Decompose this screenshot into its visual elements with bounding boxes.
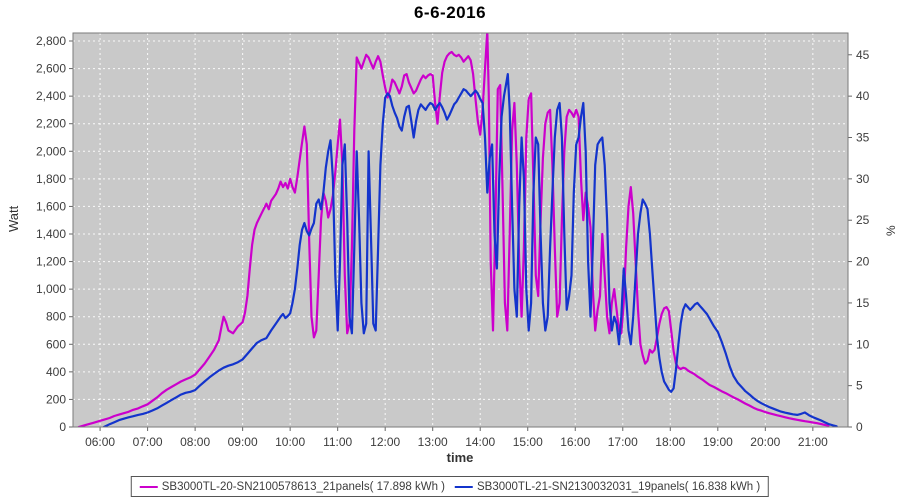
- chart-title: 6-6-2016: [413, 3, 487, 22]
- legend: SB3000TL-20-SN2100578613_21panels( 17.89…: [130, 476, 770, 497]
- y-left-tick-label: 1,200: [36, 255, 66, 269]
- y-right-tick-label: 5: [856, 379, 863, 393]
- y-left-tick-label: 2,400: [36, 89, 66, 103]
- x-tick-label: 12:00: [370, 435, 400, 449]
- x-tick-label: 19:00: [703, 435, 733, 449]
- y-axis-title-left: Watt: [6, 205, 21, 232]
- x-tick-label: 10:00: [275, 435, 305, 449]
- x-tick-label: 16:00: [560, 435, 590, 449]
- x-tick-label: 18:00: [655, 435, 685, 449]
- legend-label-tl21: SB3000TL-21-SN2130032031_19panels( 16.83…: [477, 480, 761, 493]
- y-left-tick-label: 400: [46, 365, 66, 379]
- y-left-tick-label: 800: [46, 310, 66, 324]
- x-tick-label: 07:00: [133, 435, 163, 449]
- x-tick-label: 21:00: [798, 435, 828, 449]
- y-left-tick-label: 2,800: [36, 34, 66, 48]
- x-tick-label: 11:00: [323, 435, 352, 449]
- y-right-tick-label: 0: [856, 420, 863, 434]
- y-right-tick-label: 20: [856, 255, 870, 269]
- x-tick-label: 17:00: [608, 435, 638, 449]
- y-left-tick-label: 0: [59, 420, 66, 434]
- x-tick-label: 15:00: [513, 435, 543, 449]
- legend-item-tl20: SB3000TL-20-SN2100578613_21panels( 17.89…: [139, 480, 445, 493]
- y-right-tick-label: 30: [856, 172, 870, 186]
- y-left-tick-label: 1,600: [36, 199, 66, 213]
- y-right-tick-label: 10: [856, 337, 870, 351]
- y-right-tick-label: 45: [856, 48, 870, 62]
- series-line-0: [77, 33, 830, 427]
- series-line-sample-icon: [455, 485, 473, 488]
- y-left-tick-label: 600: [46, 337, 66, 351]
- series-line-sample-icon: [139, 485, 158, 488]
- y-left-tick-label: 1,800: [36, 172, 66, 186]
- y-left-tick-label: 1,000: [36, 282, 66, 296]
- y-left-tick-label: 2,600: [36, 62, 66, 76]
- x-axis-title: time: [446, 450, 474, 465]
- series-line-1: [102, 72, 838, 427]
- y-left-tick-label: 2,200: [36, 117, 66, 131]
- x-tick-label: 20:00: [750, 435, 780, 449]
- plot-area: [73, 33, 848, 427]
- x-tick-label: 06:00: [85, 435, 115, 449]
- y-right-tick-label: 15: [856, 296, 870, 310]
- y-right-tick-label: 35: [856, 130, 870, 144]
- y-left-tick-label: 200: [46, 392, 66, 406]
- x-tick-label: 14:00: [465, 435, 495, 449]
- plot-border: [72, 32, 849, 428]
- legend-item-tl21: SB3000TL-21-SN2130032031_19panels( 16.83…: [455, 481, 760, 493]
- x-tick-label: 09:00: [228, 435, 258, 449]
- x-tick-label: 08:00: [180, 435, 210, 449]
- x-tick-label: 13:00: [418, 435, 448, 449]
- y-right-tick-label: 25: [856, 213, 870, 227]
- y-right-tick-label: 40: [856, 89, 870, 103]
- y-left-tick-label: 2,000: [36, 144, 66, 158]
- legend-label-tl20: SB3000TL-20-SN2100578613_21panels( 17.89…: [161, 480, 445, 493]
- y-axis-title-right: %: [884, 225, 898, 236]
- y-left-tick-label: 1,400: [36, 227, 66, 241]
